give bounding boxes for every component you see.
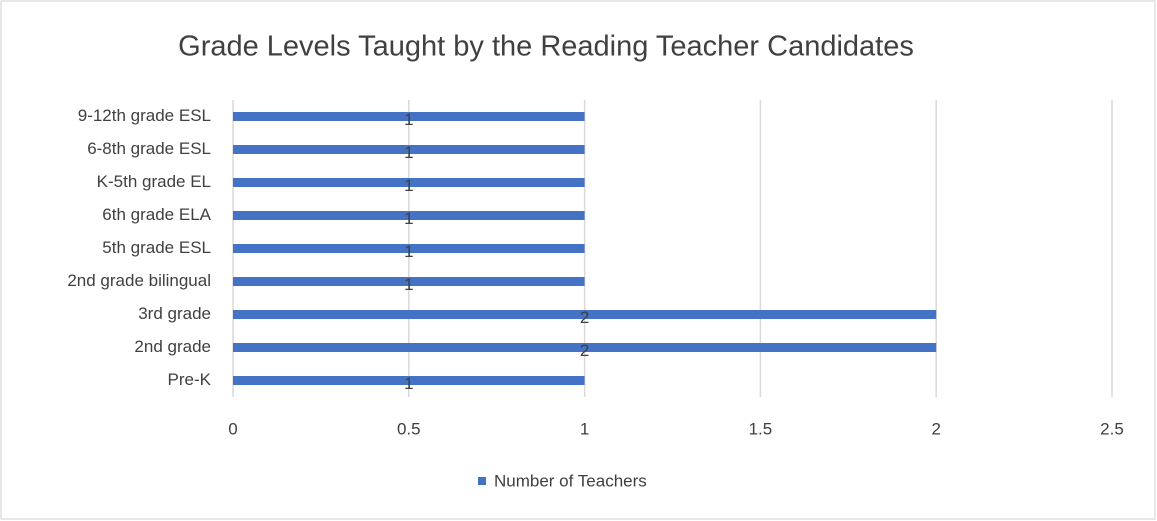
data-label: 1 bbox=[404, 209, 413, 228]
bar bbox=[233, 343, 937, 352]
y-tick-label: 3rd grade bbox=[138, 304, 211, 323]
y-tick-label: 5th grade ESL bbox=[102, 238, 211, 257]
y-tick-label: 2nd grade bilingual bbox=[67, 271, 211, 290]
y-tick-label: 6-8th grade ESL bbox=[87, 139, 211, 158]
bar bbox=[233, 112, 585, 121]
x-tick-label: 1.5 bbox=[749, 419, 773, 438]
data-label: 2 bbox=[580, 308, 589, 327]
data-label: 1 bbox=[404, 275, 413, 294]
data-label: 2 bbox=[580, 341, 589, 360]
bar bbox=[233, 145, 585, 154]
bar bbox=[233, 277, 585, 286]
bar bbox=[233, 376, 585, 385]
chart-title: Grade Levels Taught by the Reading Teach… bbox=[178, 31, 914, 63]
data-label: 1 bbox=[404, 110, 413, 129]
y-tick-label: 6th grade ELA bbox=[102, 205, 211, 224]
bar bbox=[233, 211, 585, 220]
x-tick-label: 1 bbox=[580, 419, 589, 438]
legend-label: Number of Teachers bbox=[494, 471, 647, 490]
legend-swatch bbox=[478, 477, 486, 485]
y-tick-label: 9-12th grade ESL bbox=[78, 106, 211, 125]
x-tick-label: 2 bbox=[931, 419, 940, 438]
bar bbox=[233, 310, 937, 319]
data-label: 1 bbox=[404, 143, 413, 162]
bar bbox=[233, 244, 585, 253]
data-label: 1 bbox=[404, 374, 413, 393]
y-tick-label: 2nd grade bbox=[134, 337, 211, 356]
bar bbox=[233, 178, 585, 187]
x-tick-label: 2.5 bbox=[1100, 419, 1124, 438]
data-label: 1 bbox=[404, 176, 413, 195]
x-tick-label: 0.5 bbox=[397, 419, 421, 438]
y-tick-label: Pre-K bbox=[168, 370, 212, 389]
y-tick-label: K-5th grade EL bbox=[97, 172, 211, 191]
x-tick-label: 0 bbox=[228, 419, 237, 438]
data-label: 1 bbox=[404, 242, 413, 261]
